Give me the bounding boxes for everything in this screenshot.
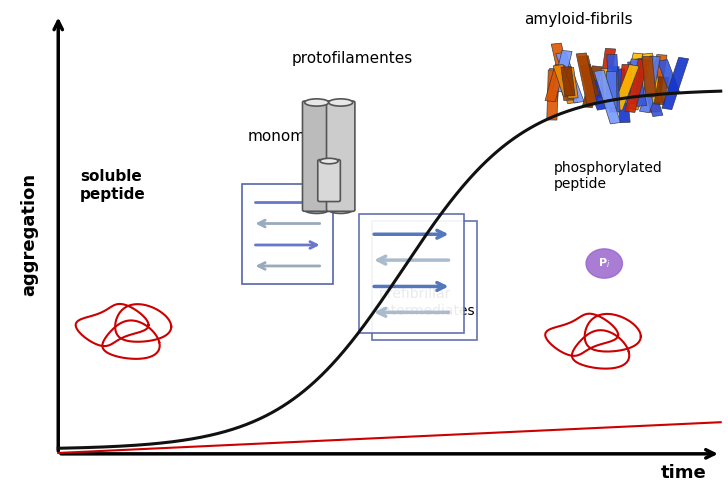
FancyBboxPatch shape	[578, 56, 598, 101]
FancyBboxPatch shape	[559, 67, 574, 101]
FancyBboxPatch shape	[628, 77, 650, 110]
FancyBboxPatch shape	[601, 65, 620, 97]
Ellipse shape	[586, 249, 622, 278]
Ellipse shape	[320, 158, 338, 164]
FancyBboxPatch shape	[587, 80, 607, 110]
FancyBboxPatch shape	[594, 70, 620, 124]
FancyBboxPatch shape	[620, 64, 632, 93]
FancyBboxPatch shape	[326, 101, 355, 211]
FancyBboxPatch shape	[359, 214, 464, 333]
FancyBboxPatch shape	[372, 221, 477, 340]
FancyBboxPatch shape	[547, 70, 558, 120]
Ellipse shape	[328, 99, 352, 106]
FancyBboxPatch shape	[635, 58, 663, 117]
Ellipse shape	[304, 206, 329, 213]
Ellipse shape	[328, 206, 352, 213]
Ellipse shape	[320, 197, 338, 203]
Text: phosphorylated
peptide: phosphorylated peptide	[553, 161, 662, 191]
FancyBboxPatch shape	[553, 64, 573, 96]
FancyBboxPatch shape	[628, 61, 647, 106]
FancyBboxPatch shape	[563, 67, 578, 99]
FancyBboxPatch shape	[606, 71, 617, 108]
FancyBboxPatch shape	[642, 53, 663, 103]
FancyBboxPatch shape	[598, 48, 616, 98]
FancyBboxPatch shape	[576, 53, 597, 103]
Text: prefibrillar
intermediates: prefibrillar intermediates	[379, 287, 475, 318]
FancyBboxPatch shape	[302, 101, 331, 211]
FancyBboxPatch shape	[639, 71, 664, 113]
Text: soluble
peptide: soluble peptide	[80, 169, 146, 202]
FancyBboxPatch shape	[601, 68, 615, 104]
FancyBboxPatch shape	[555, 52, 584, 103]
FancyBboxPatch shape	[654, 77, 669, 105]
Text: protofilamentes: protofilamentes	[291, 51, 413, 66]
Text: time: time	[660, 465, 706, 482]
FancyBboxPatch shape	[555, 65, 578, 104]
FancyBboxPatch shape	[662, 57, 689, 110]
FancyBboxPatch shape	[553, 50, 572, 92]
FancyBboxPatch shape	[582, 66, 602, 108]
FancyBboxPatch shape	[612, 64, 639, 110]
FancyBboxPatch shape	[625, 59, 649, 112]
FancyBboxPatch shape	[625, 59, 641, 104]
FancyBboxPatch shape	[606, 55, 620, 112]
FancyBboxPatch shape	[545, 64, 565, 102]
FancyBboxPatch shape	[317, 160, 341, 202]
FancyBboxPatch shape	[242, 184, 333, 284]
Text: P$_i$: P$_i$	[598, 257, 610, 270]
Text: amyloid-fibrils: amyloid-fibrils	[524, 12, 633, 27]
Ellipse shape	[304, 99, 329, 106]
FancyBboxPatch shape	[657, 60, 680, 95]
FancyBboxPatch shape	[642, 56, 656, 97]
FancyBboxPatch shape	[625, 53, 644, 94]
Text: monomer: monomer	[248, 129, 322, 144]
FancyBboxPatch shape	[650, 55, 667, 94]
FancyBboxPatch shape	[561, 66, 575, 96]
FancyBboxPatch shape	[642, 57, 660, 112]
FancyBboxPatch shape	[547, 68, 560, 102]
FancyBboxPatch shape	[580, 64, 599, 97]
Text: aggregation: aggregation	[20, 173, 38, 296]
FancyBboxPatch shape	[643, 56, 660, 97]
FancyBboxPatch shape	[551, 43, 573, 95]
FancyBboxPatch shape	[614, 69, 630, 122]
